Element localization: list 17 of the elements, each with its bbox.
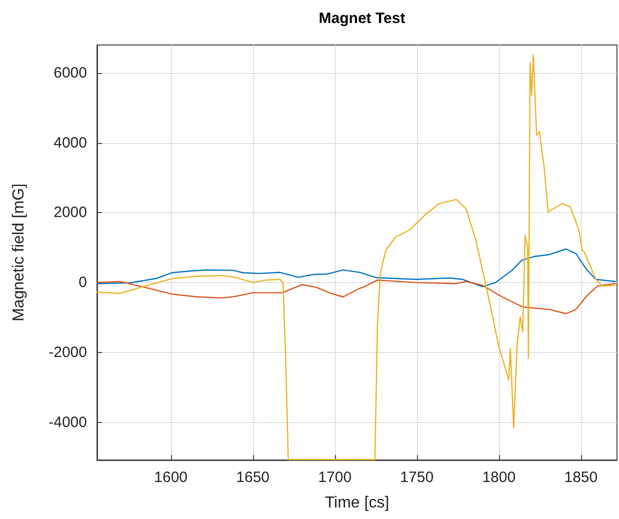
x-tick-label: 1700 — [318, 469, 352, 486]
y-tick-label: 6000 — [54, 64, 87, 82]
x-tick-label: 1600 — [154, 469, 188, 486]
x-tick-label: 1800 — [482, 469, 516, 486]
y-tick-label: 2000 — [54, 204, 87, 222]
line-series — [96, 279, 616, 314]
chart-title: Magnet Test — [318, 10, 406, 27]
x-axis-title: Time [cs] — [324, 494, 390, 512]
y-tick-label: 0 — [78, 274, 87, 292]
x-tick-label: 1650 — [236, 469, 270, 486]
y-axis-title: Magnetic field [mG] — [10, 184, 28, 322]
x-tick-label: 1750 — [400, 469, 434, 486]
y-tick-label: 4000 — [54, 134, 87, 152]
x-tick-label: 1850 — [564, 469, 598, 486]
y-tick-label: -2000 — [48, 344, 87, 361]
line-series — [96, 248, 616, 288]
y-tick-label: -4000 — [48, 414, 87, 431]
